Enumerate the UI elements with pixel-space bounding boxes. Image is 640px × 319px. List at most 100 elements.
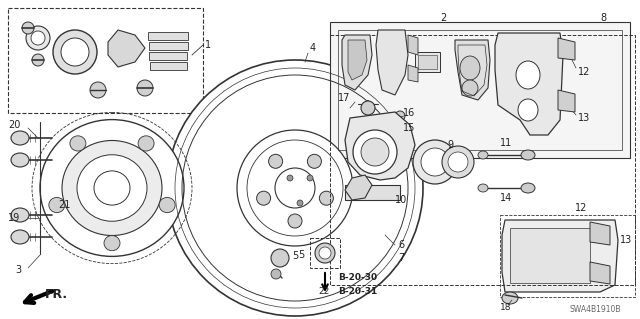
Text: 20: 20 <box>8 120 20 130</box>
Text: 2: 2 <box>440 13 446 23</box>
Polygon shape <box>376 30 408 95</box>
Text: B-20-30: B-20-30 <box>338 273 377 283</box>
Ellipse shape <box>462 80 478 96</box>
Ellipse shape <box>361 138 389 166</box>
Text: 9: 9 <box>447 140 453 150</box>
Text: 12: 12 <box>575 203 588 213</box>
Ellipse shape <box>307 175 313 181</box>
Text: 11: 11 <box>500 138 512 148</box>
Ellipse shape <box>271 249 289 267</box>
Ellipse shape <box>319 247 331 259</box>
Text: SWA4B1910B: SWA4B1910B <box>570 306 621 315</box>
Ellipse shape <box>104 235 120 251</box>
Ellipse shape <box>502 292 518 304</box>
Ellipse shape <box>271 269 281 279</box>
Text: 5: 5 <box>298 250 304 260</box>
Bar <box>415 52 440 72</box>
Ellipse shape <box>159 197 175 213</box>
Ellipse shape <box>90 82 106 98</box>
Ellipse shape <box>31 31 45 45</box>
Ellipse shape <box>448 152 468 172</box>
Text: 22: 22 <box>318 286 329 295</box>
Polygon shape <box>590 262 610 284</box>
Bar <box>330 35 635 285</box>
Text: 13: 13 <box>578 113 590 123</box>
Ellipse shape <box>22 22 34 34</box>
Polygon shape <box>590 222 610 245</box>
Text: 5: 5 <box>292 251 298 261</box>
Text: 6: 6 <box>398 240 404 250</box>
Ellipse shape <box>478 184 488 192</box>
Ellipse shape <box>521 150 535 160</box>
Ellipse shape <box>518 99 538 121</box>
Ellipse shape <box>353 130 397 174</box>
Ellipse shape <box>395 111 405 121</box>
Ellipse shape <box>421 148 449 176</box>
Ellipse shape <box>61 38 89 66</box>
Polygon shape <box>345 175 372 200</box>
Ellipse shape <box>237 130 353 246</box>
Text: 8: 8 <box>600 13 606 23</box>
Bar <box>8 8 203 113</box>
Text: 13: 13 <box>620 235 632 245</box>
Ellipse shape <box>11 208 29 222</box>
Polygon shape <box>345 112 415 180</box>
Ellipse shape <box>70 136 86 151</box>
Polygon shape <box>108 30 145 67</box>
Text: 16: 16 <box>403 108 415 118</box>
Ellipse shape <box>11 153 29 167</box>
Polygon shape <box>558 90 575 112</box>
Polygon shape <box>330 22 630 158</box>
Text: 21: 21 <box>58 200 70 210</box>
Ellipse shape <box>442 146 474 178</box>
Text: 17: 17 <box>338 93 350 103</box>
Ellipse shape <box>315 243 335 263</box>
Ellipse shape <box>11 230 29 244</box>
Ellipse shape <box>137 80 153 96</box>
Ellipse shape <box>361 101 375 115</box>
Polygon shape <box>342 35 372 90</box>
Ellipse shape <box>49 197 65 213</box>
Ellipse shape <box>307 154 321 168</box>
Polygon shape <box>408 35 418 55</box>
Bar <box>150 62 186 70</box>
Ellipse shape <box>319 191 333 205</box>
Ellipse shape <box>257 191 271 205</box>
Bar <box>148 32 188 40</box>
Bar <box>310 238 340 268</box>
Ellipse shape <box>11 131 29 145</box>
Bar <box>418 55 437 69</box>
Polygon shape <box>348 40 367 80</box>
Text: 18: 18 <box>500 302 511 311</box>
Ellipse shape <box>297 200 303 206</box>
Ellipse shape <box>40 120 184 256</box>
Ellipse shape <box>32 54 44 66</box>
Polygon shape <box>558 38 575 60</box>
Text: FR.: FR. <box>45 288 68 301</box>
Ellipse shape <box>167 60 423 316</box>
Ellipse shape <box>521 183 535 193</box>
Ellipse shape <box>460 56 480 80</box>
Text: 3: 3 <box>15 265 21 275</box>
Text: 1: 1 <box>205 40 211 50</box>
Ellipse shape <box>53 30 97 74</box>
Bar <box>500 215 635 297</box>
Polygon shape <box>495 33 563 135</box>
Text: 14: 14 <box>500 193 512 203</box>
Polygon shape <box>345 185 400 200</box>
Bar <box>148 42 188 50</box>
Bar <box>149 52 187 60</box>
Polygon shape <box>408 65 418 82</box>
Ellipse shape <box>77 155 147 221</box>
Ellipse shape <box>288 214 302 228</box>
Text: 10: 10 <box>395 195 407 205</box>
Ellipse shape <box>269 154 283 168</box>
Ellipse shape <box>478 151 488 159</box>
Text: 4: 4 <box>310 43 316 53</box>
Bar <box>510 228 590 283</box>
Ellipse shape <box>287 175 293 181</box>
Ellipse shape <box>26 26 50 50</box>
Ellipse shape <box>516 61 540 89</box>
Ellipse shape <box>138 136 154 151</box>
Text: B-20-31: B-20-31 <box>338 286 377 295</box>
